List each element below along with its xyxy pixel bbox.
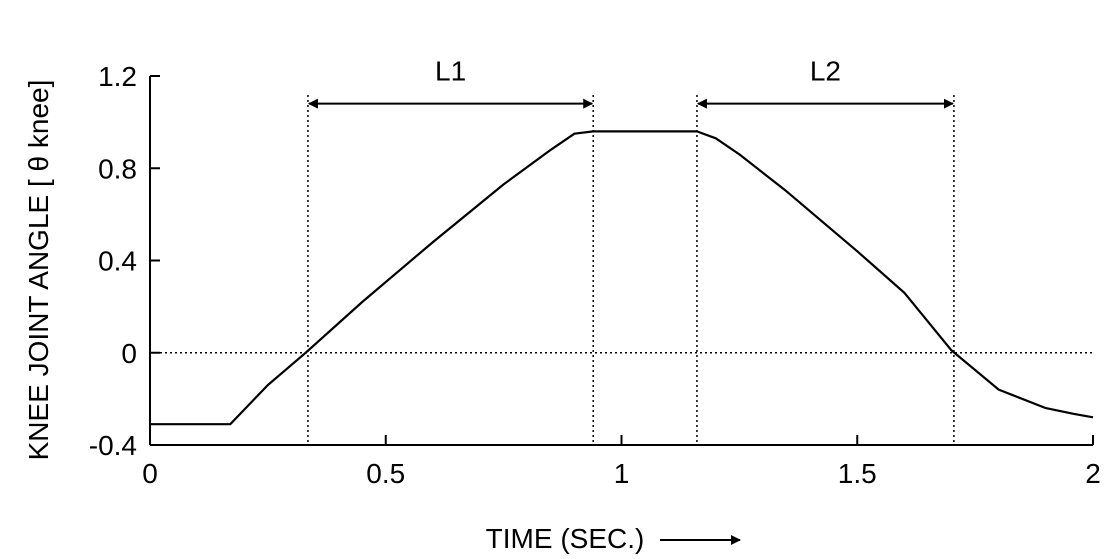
y-tick-label: 0.8 — [98, 153, 137, 184]
reference-lines — [150, 95, 1093, 445]
y-tick-label: 0 — [121, 338, 137, 369]
y-tick-label: 0.4 — [98, 246, 137, 277]
y-axis-title: KNEE JOINT ANGLE [ θ knee] — [23, 80, 54, 461]
annotations: L1 L2 — [307, 56, 954, 109]
series — [150, 130, 1094, 426]
x-tick-label: 2 — [1085, 458, 1101, 489]
x-tick-label: 1 — [614, 458, 630, 489]
y-tick-label: 1.2 — [98, 61, 137, 92]
interval-label-l2: L2 — [810, 56, 841, 87]
x-axis-title: TIME (SEC.) — [486, 523, 645, 554]
interval-label-l1: L1 — [435, 56, 466, 87]
tick-labels: -0.400.40.81.20 0.5 1 1.5 2 — [89, 61, 1101, 489]
x-tick-label: 1.5 — [838, 458, 877, 489]
axes — [149, 75, 1094, 446]
x-tick-label: 0.5 — [366, 458, 405, 489]
knee-angle-series-line — [150, 130, 1094, 426]
x-tick-label: 0 — [142, 458, 158, 489]
y-tick-label: -0.4 — [89, 430, 137, 461]
